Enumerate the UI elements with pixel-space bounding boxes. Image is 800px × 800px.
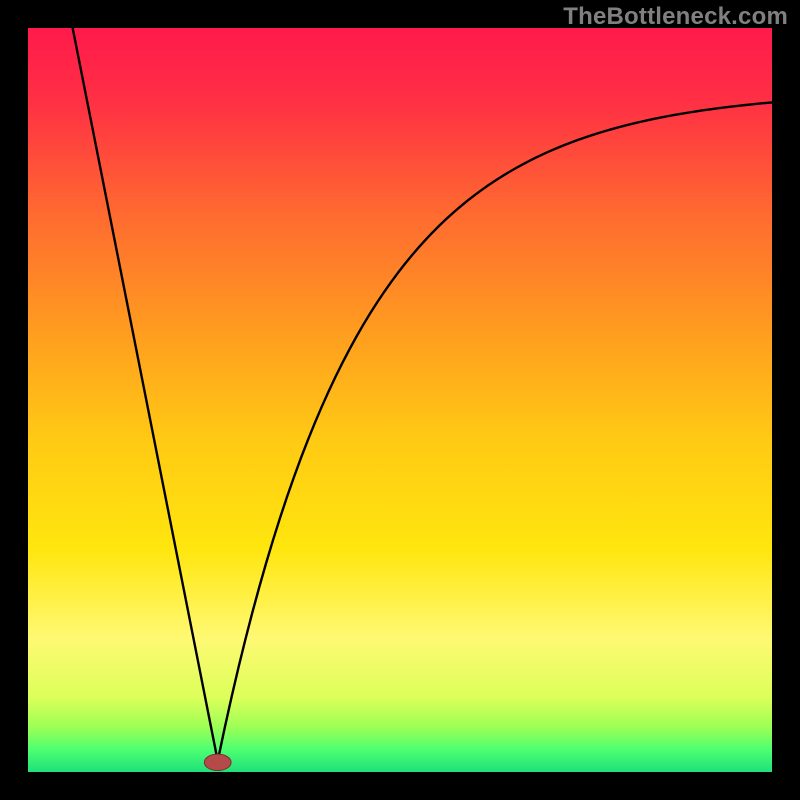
bottleneck-chart <box>0 0 800 800</box>
chart-container: TheBottleneck.com <box>0 0 800 800</box>
minimum-marker <box>204 754 231 770</box>
watermark-text: TheBottleneck.com <box>563 3 788 31</box>
plot-background <box>28 28 772 772</box>
